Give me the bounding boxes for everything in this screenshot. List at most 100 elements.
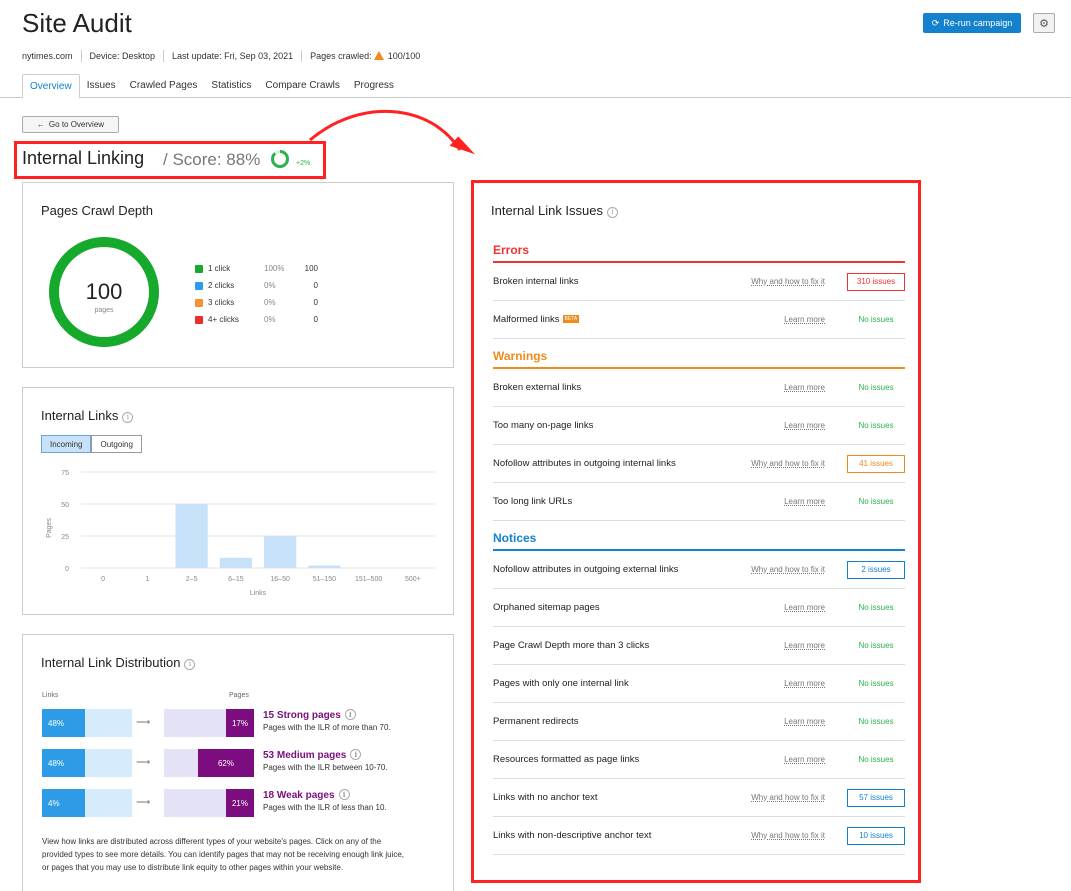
links-pct: 48% (48, 758, 65, 768)
issue-help-link[interactable]: Learn more (784, 755, 825, 764)
gear-icon[interactable]: ⚙ (1033, 13, 1055, 33)
issue-row[interactable]: Broken external links Learn more No issues (493, 369, 905, 407)
issue-count-badge[interactable]: 57 issues (847, 788, 905, 807)
issue-row[interactable]: Resources formatted as page links Learn m… (493, 741, 905, 779)
issue-name[interactable]: Broken external links (493, 382, 582, 393)
issue-help-link[interactable]: Learn more (784, 383, 825, 392)
issue-help-link[interactable]: Learn more (784, 717, 825, 726)
issue-row[interactable]: Nofollow attributes in outgoing external… (493, 551, 905, 589)
info-icon[interactable]: i (350, 749, 362, 760)
issue-name[interactable]: Nofollow attributes in outgoing external… (493, 564, 679, 575)
tab-issues[interactable]: Issues (86, 80, 116, 91)
x-tick-label: 500+ (405, 576, 421, 583)
score-ring (271, 150, 289, 168)
issue-name[interactable]: Too many on-page links (493, 420, 594, 431)
issue-name[interactable]: Links with no anchor text (493, 792, 598, 803)
tab-compare-crawls[interactable]: Compare Crawls (265, 80, 340, 91)
go-to-overview-button[interactable]: ← Go to Overview (22, 116, 119, 133)
tab-statistics[interactable]: Statistics (211, 80, 252, 91)
device-label: Device: Desktop (80, 50, 164, 62)
info-icon[interactable]: i (607, 207, 619, 218)
distribution-row[interactable]: 48% ⟶ 62% 53 Medium pages i Pages with the IL… (23, 749, 443, 783)
issue-help-link[interactable]: Learn more (784, 315, 825, 324)
info-icon[interactable]: i (122, 412, 134, 423)
beta-badge: BETA (562, 315, 580, 323)
legend-row-4-clicks[interactable]: 4+ clicks 0% 0 (195, 311, 318, 328)
internal-links-title: Internal Links i (41, 408, 134, 423)
info-icon[interactable]: i (338, 789, 350, 800)
issue-row[interactable]: Too many on-page links Learn more No issue… (493, 407, 905, 445)
legend-row-2-clicks[interactable]: 2 clicks 0% 0 (195, 277, 318, 294)
pages-pct: 62% (217, 758, 234, 768)
annotation-arrow (309, 110, 475, 155)
info-icon[interactable]: i (184, 659, 196, 670)
issue-name[interactable]: Too long link URLs (493, 496, 573, 507)
links-bar-fill: 48% (42, 709, 85, 737)
issue-row[interactable]: Nofollow attributes in outgoing internal… (493, 445, 905, 483)
page-group-desc: Pages with the ILR of more than 70. (263, 723, 391, 732)
issue-name[interactable]: Permanent redirects (493, 716, 579, 727)
pages-bar-fill: 17% (226, 709, 254, 737)
links-column-header: Links (42, 692, 59, 699)
issue-help-link[interactable]: Why and how to fix it (751, 831, 825, 840)
issue-name[interactable]: Orphaned sitemap pages (493, 602, 600, 613)
legend-row-3-clicks[interactable]: 3 clicks 0% 0 (195, 294, 318, 311)
legend-swatch (195, 298, 203, 307)
errors-header: Errors (493, 243, 905, 263)
issue-help-link[interactable]: Learn more (784, 421, 825, 430)
issue-name[interactable]: Pages with only one internal link (493, 678, 629, 689)
page-group-title[interactable]: 18 Weak pages i (263, 789, 350, 801)
issue-row[interactable]: Links with non-descriptive anchor text Wh… (493, 817, 905, 855)
x-tick-label: 1 (145, 576, 149, 583)
x-tick-label: 16–50 (270, 576, 290, 583)
issue-row[interactable]: Malformed links BETA Learn more No issues (493, 301, 905, 339)
issue-help-link[interactable]: Why and how to fix it (751, 793, 825, 802)
issue-name[interactable]: Links with non-descriptive anchor text (493, 830, 652, 841)
issue-help-link[interactable]: Why and how to fix it (751, 277, 825, 286)
issue-count-badge[interactable]: 10 issues (847, 826, 905, 845)
page-group-desc: Pages with the ILR of less than 10. (263, 803, 387, 812)
distribution-row[interactable]: 48% ⟶ 17% 15 Strong pages i Pages with the IL… (23, 709, 443, 743)
issue-name[interactable]: Malformed links BETA (493, 314, 580, 325)
distribution-description: View how links are distributed across di… (42, 837, 405, 872)
issue-row[interactable]: Too long link URLs Learn more No issues (493, 483, 905, 521)
links-pct: 4% (48, 798, 60, 808)
issue-name[interactable]: Resources formatted as page links (493, 754, 640, 765)
issue-count-badge[interactable]: 2 issues (847, 560, 905, 579)
issue-name[interactable]: Nofollow attributes in outgoing internal… (493, 458, 676, 469)
issue-row[interactable]: Pages with only one internal link Learn m… (493, 665, 905, 703)
issue-name[interactable]: Page Crawl Depth more than 3 clicks (493, 640, 650, 651)
issue-count-badge[interactable]: 310 issues (847, 272, 905, 291)
toggle-outgoing[interactable]: Outgoing (91, 435, 142, 453)
page-group-title[interactable]: 53 Medium pages i (263, 749, 362, 761)
legend-row-1-click[interactable]: 1 click 100% 100 (195, 260, 318, 277)
toggle-incoming[interactable]: Incoming (41, 435, 92, 453)
issue-row[interactable]: Page Crawl Depth more than 3 clicks Learn… (493, 627, 905, 665)
issue-count-badge: No issues (858, 641, 894, 650)
x-tick-label: 51–150 (313, 576, 336, 583)
info-icon[interactable]: i (344, 709, 356, 720)
issue-help-link[interactable]: Learn more (784, 679, 825, 688)
issue-name[interactable]: Broken internal links (493, 276, 579, 287)
pages-bar-fill: 21% (226, 789, 254, 817)
distribution-row[interactable]: 4% ⟶ 21% 18 Weak pages i Pages with the ILR o… (23, 789, 443, 823)
issue-row[interactable]: Links with no anchor text Why and how to … (493, 779, 905, 817)
tab-progress[interactable]: Progress (353, 80, 394, 91)
issue-help-link[interactable]: Learn more (784, 497, 825, 506)
issue-help-link[interactable]: Learn more (784, 603, 825, 612)
issue-help-link[interactable]: Learn more (784, 641, 825, 650)
issue-count-badge: No issues (858, 755, 894, 764)
rerun-campaign-button[interactable]: ⟳ Re-run campaign (923, 13, 1021, 33)
pages-column-header: Pages (229, 692, 249, 699)
issue-help-link[interactable]: Why and how to fix it (751, 459, 825, 468)
arrow-right-icon: ⟶ (136, 797, 151, 808)
tab-overview[interactable]: Overview (22, 74, 80, 99)
page-group-title[interactable]: 15 Strong pages i (263, 709, 356, 721)
issue-help-link[interactable]: Why and how to fix it (751, 565, 825, 574)
issue-row[interactable]: Orphaned sitemap pages Learn more No issue… (493, 589, 905, 627)
issue-count-badge[interactable]: 41 issues (847, 454, 905, 473)
issue-row[interactable]: Broken internal links Why and how to fix … (493, 263, 905, 301)
links-bar-fill: 4% (42, 789, 85, 817)
tab-crawled-pages[interactable]: Crawled Pages (129, 80, 198, 91)
issue-row[interactable]: Permanent redirects Learn more No issues (493, 703, 905, 741)
